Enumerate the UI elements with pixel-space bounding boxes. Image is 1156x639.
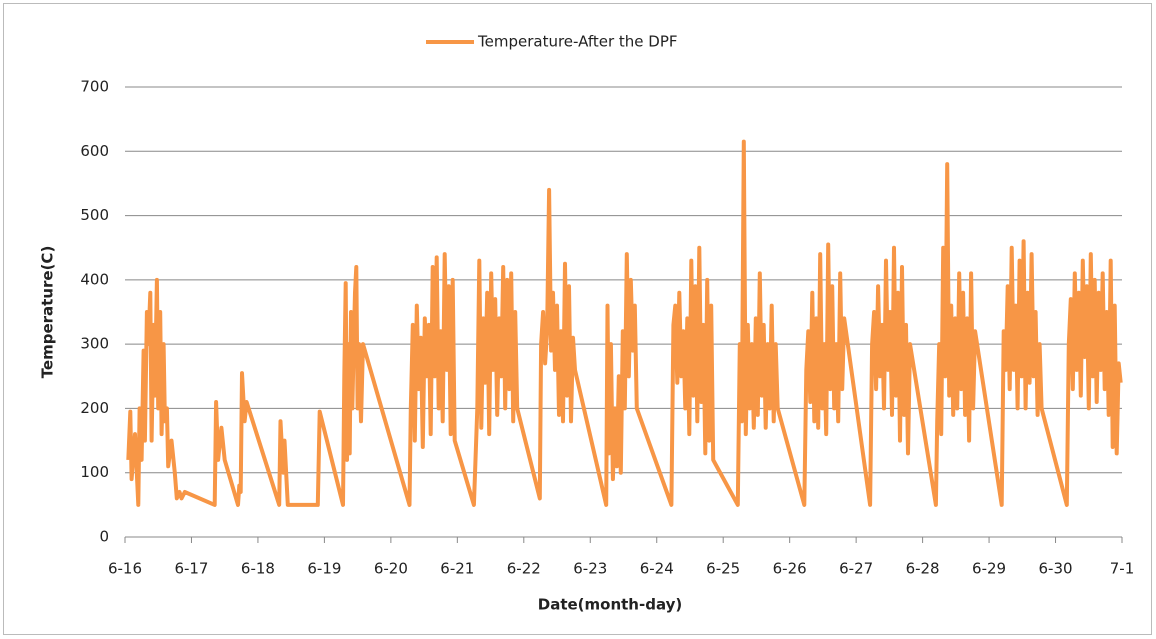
x-tick-label: 6-27 (839, 560, 873, 578)
x-tick-label: 7-1 (1110, 560, 1135, 578)
y-tick-label: 700 (80, 78, 109, 96)
legend-label: Temperature-After the DPF (477, 33, 678, 51)
y-tick-label: 0 (99, 528, 109, 546)
x-tick-label: 6-23 (573, 560, 607, 578)
y-tick-label: 100 (80, 463, 109, 481)
x-tick-label: 6-18 (241, 560, 275, 578)
y-tick-label: 400 (80, 270, 109, 288)
x-tick-label: 6-16 (108, 560, 142, 578)
x-tick-label: 6-25 (706, 560, 740, 578)
y-tick-label: 300 (80, 335, 109, 353)
x-tick-label: 6-26 (773, 560, 807, 578)
x-tick-label: 6-21 (440, 560, 474, 578)
x-tick-label: 6-28 (906, 560, 940, 578)
x-tick-label: 6-29 (972, 560, 1006, 578)
x-axis-title: Date(month-day) (538, 596, 683, 614)
y-tick-label: 500 (80, 206, 109, 224)
x-tick-label: 6-19 (307, 560, 341, 578)
line-series (126, 139, 1123, 507)
x-tick-label: 6-24 (640, 560, 674, 578)
x-tick-label: 6-22 (507, 560, 541, 578)
x-tick-label: 6-17 (174, 560, 208, 578)
chart-border (3, 3, 1152, 635)
y-tick-label: 600 (80, 142, 109, 160)
y-axis-title: Temperature(C) (39, 246, 57, 379)
y-tick-label: 200 (80, 399, 109, 417)
x-tick-label: 6-30 (1039, 560, 1073, 578)
x-tick-label: 6-20 (374, 560, 408, 578)
